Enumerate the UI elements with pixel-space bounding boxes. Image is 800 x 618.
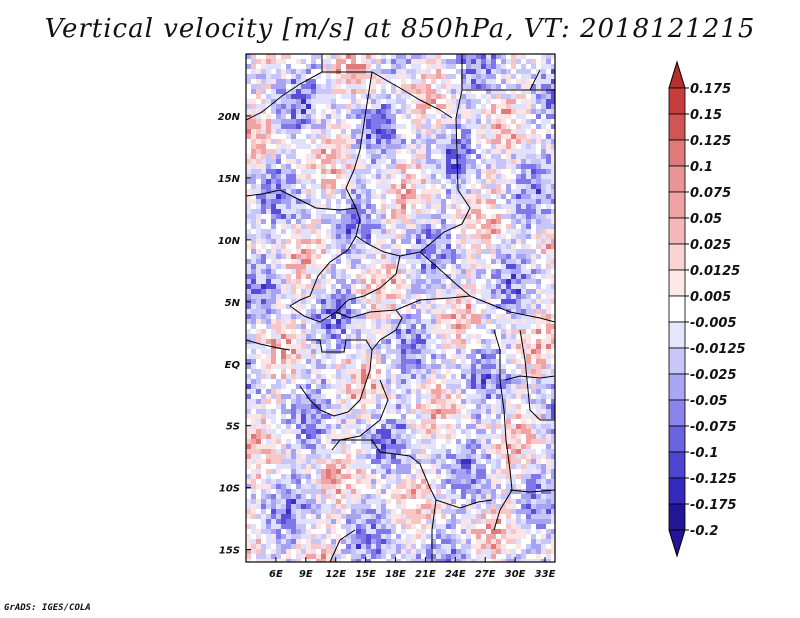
colorbar-swatch (668, 165, 686, 193)
colorbar-label: -0.0125 (690, 342, 746, 357)
border-line (431, 499, 437, 562)
colorbar-bottom-arrow (668, 529, 686, 558)
border-line (246, 71, 453, 121)
colorbar-swatch (668, 269, 686, 297)
colorbar-swatch (668, 191, 686, 219)
lon-tick-label: 6E (269, 569, 283, 580)
colorbar-label: 0.075 (690, 186, 731, 201)
colorbar-label: -0.05 (690, 394, 727, 409)
border-line (306, 339, 373, 353)
colorbar-label: 0.1 (690, 160, 713, 175)
lat-tick-label: 5S (226, 422, 240, 433)
border-line (329, 529, 356, 562)
colorbar-label: -0.2 (690, 524, 718, 539)
lat-tick-label: 5N (225, 298, 241, 309)
border-line (529, 69, 541, 91)
colorbar-swatch (668, 477, 686, 505)
credit-text: GrADS: IGES/COLA (4, 603, 91, 613)
colorbar-label: 0.025 (690, 238, 731, 253)
colorbar-swatch (668, 425, 686, 453)
colorbar-swatch (668, 347, 686, 375)
border-line (509, 489, 555, 493)
border-line (493, 329, 513, 531)
colorbar-label: -0.005 (690, 316, 737, 331)
lat-tick-label: 20N (218, 112, 241, 123)
colorbar-label: -0.075 (690, 420, 737, 435)
colorbar-label: 0.0125 (690, 264, 740, 279)
colorbar-swatch (668, 399, 686, 427)
border-line (345, 71, 373, 209)
lon-tick-label: 33E (535, 569, 556, 580)
colorbar-swatch (668, 373, 686, 401)
border-line (246, 339, 291, 351)
vertical-velocity-field (246, 54, 555, 562)
colorbar-swatch (668, 139, 686, 167)
lon-tick-label: 30E (505, 569, 526, 580)
colorbar-label: -0.1 (690, 446, 718, 461)
colorbar-swatch (668, 87, 686, 115)
border-line (371, 309, 403, 351)
country-borders (246, 54, 555, 562)
border-line (504, 375, 555, 381)
lon-tick-label: 15E (355, 569, 376, 580)
colorbar-label: 0.05 (690, 212, 722, 227)
lon-tick-label: 12E (325, 569, 346, 580)
colorbar-swatch (668, 295, 686, 323)
lon-tick-label: 21E (415, 569, 436, 580)
border-line (335, 255, 401, 313)
chart-title: Vertical velocity [m/s] at 850hPa, VT: 2… (44, 14, 756, 44)
lon-tick-label: 27E (475, 569, 496, 580)
lon-tick-label: 24E (445, 569, 466, 580)
lat-tick-label: 15N (218, 174, 241, 185)
colorbar-swatch (668, 113, 686, 141)
border-line (419, 54, 471, 253)
colorbar-top-arrow (668, 60, 686, 89)
colorbar-label: 0.175 (690, 82, 731, 97)
colorbar: 0.175 0.15 0.125 0.1 0.075 0.05 0.025 0.0125 0.0… (668, 60, 746, 558)
border-line (299, 349, 373, 417)
colorbar-label: -0.175 (690, 498, 737, 513)
border-line (246, 189, 361, 237)
lat-tick-label: 15S (219, 546, 240, 557)
colorbar-swatch (668, 217, 686, 245)
border-line (519, 329, 555, 421)
lon-tick-label: 18E (385, 569, 406, 580)
map-frame (245, 53, 556, 563)
colorbar-label: -0.025 (690, 368, 737, 383)
colorbar-swatch (668, 243, 686, 271)
lat-tick-label: EQ (225, 360, 241, 371)
border-line (332, 439, 493, 509)
border-line (331, 379, 389, 451)
lat-tick-label: 10N (218, 236, 241, 247)
colorbar-label: 0.125 (690, 134, 731, 149)
lon-tick-label: 9E (299, 569, 313, 580)
border-line (289, 305, 337, 323)
axis-ticks: 6E 9E 12E 15E 18E 21E 24E 27E 30E 33E 20N 15N 10N 5N E… (218, 112, 556, 580)
colorbar-swatch (668, 503, 686, 531)
colorbar-label: 0.005 (690, 290, 731, 305)
colorbar-swatch (668, 451, 686, 479)
colorbar-label: 0.15 (690, 108, 722, 123)
colorbar-swatch (668, 321, 686, 349)
border-line (355, 235, 555, 323)
colorbar-label: -0.125 (690, 472, 737, 487)
lat-tick-label: 10S (219, 484, 240, 495)
border-line (289, 235, 357, 307)
